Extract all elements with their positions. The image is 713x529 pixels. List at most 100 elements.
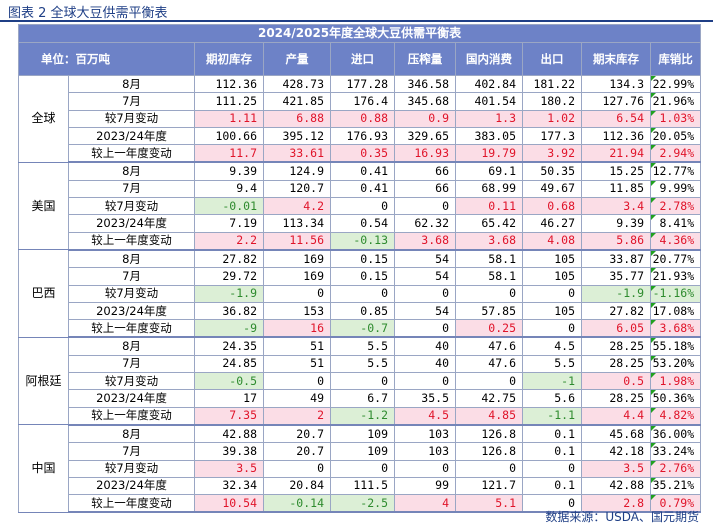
table-row: 7月 39.38 20.7 109 103 126.8 0.1 42.18 33.24% [19, 442, 702, 461]
value-cell: 6.7 [330, 389, 395, 408]
value-cell: 54 [394, 267, 456, 286]
row-label: 8月 [68, 424, 195, 444]
value-cell: 109 [330, 442, 395, 461]
value-cell: 11.7 [194, 144, 264, 164]
value-cell: 4.4 [581, 406, 651, 426]
value-cell: 0 [455, 459, 523, 478]
row-label: 较7月变动 [68, 284, 195, 303]
value-cell: 57.85 [455, 301, 523, 321]
value-cell: 2.2 [194, 231, 264, 251]
value-cell: 0.9 [394, 109, 456, 128]
value-cell: 5.86 [581, 231, 651, 251]
caption-bar: 图表 2 全球大豆供需平衡表 [0, 0, 713, 22]
value-cell: 0.15 [330, 249, 395, 269]
value-cell: -0.7 [330, 319, 395, 339]
row-label: 较上一年度变动 [68, 406, 195, 426]
value-cell: 0.15 [330, 267, 395, 286]
col-header-imports: 进口 [330, 42, 395, 76]
value-cell: 20.05% [649, 126, 702, 146]
value-cell: 0 [394, 459, 456, 478]
row-label: 7月 [68, 92, 195, 111]
value-cell: 11.85 [581, 179, 651, 199]
value-cell: 120.7 [263, 179, 331, 199]
value-cell: 4.85 [455, 406, 523, 426]
value-cell: 111.25 [194, 92, 264, 111]
table-row: 较上一年度变动 7.35 2 -1.2 4.5 4.85 -1.1 4.4 4.82% [19, 406, 702, 426]
value-cell: 45.68 [581, 424, 651, 444]
value-cell: 100.66 [194, 126, 264, 146]
table-row: 较7月变动 -0.01 4.2 0 0 0.11 0.68 3.4 2.78% [19, 197, 702, 216]
value-cell: 401.54 [455, 92, 523, 111]
value-cell: 33.24% [649, 442, 702, 461]
table-row: 阿根廷 8月 24.35 51 5.5 40 47.6 4.5 28.25 55.18% [18, 336, 702, 426]
value-cell: 329.65 [394, 126, 456, 146]
balance-table: 2024/2025年度全球大豆供需平衡表 单位：百万吨 期初库存 产量 进口 压… [17, 24, 702, 514]
value-cell: 177.3 [522, 126, 582, 146]
value-cell: 15.25 [581, 161, 651, 181]
row-label: 较上一年度变动 [68, 231, 195, 251]
value-cell: 54 [394, 249, 456, 269]
value-cell: 58.1 [455, 249, 523, 269]
value-cell: 42.88 [194, 424, 264, 444]
value-cell: 1.11 [194, 109, 264, 128]
value-cell: 126.8 [455, 442, 523, 461]
col-header-ending-stocks: 期末库存 [581, 42, 651, 76]
value-cell: 112.36 [194, 74, 264, 94]
value-cell: 99 [394, 476, 456, 496]
value-cell: 105 [522, 249, 582, 269]
table-title-row: 2024/2025年度全球大豆供需平衡表 [17, 24, 702, 43]
value-cell: 7.35 [194, 406, 264, 426]
row-label: 较7月变动 [68, 459, 195, 478]
value-cell: -1.16% [649, 284, 702, 303]
table-row: 较7月变动 -1.9 0 0 0 0 0 -1.9 -1.16% [19, 284, 702, 303]
value-cell: 5.1 [455, 494, 523, 514]
value-cell: 4.5 [394, 406, 456, 426]
table-row: 较上一年度变动 10.54 -0.14 -2.5 4 5.1 0 2.8 0.79% [19, 494, 702, 514]
value-cell: 32.34 [194, 476, 264, 496]
value-cell: 50.36% [649, 389, 702, 408]
row-label: 较上一年度变动 [68, 494, 195, 514]
value-cell: 21.93% [649, 267, 702, 286]
table-title: 2024/2025年度全球大豆供需平衡表 [17, 24, 702, 43]
row-label: 2023/24年度 [68, 214, 195, 233]
value-cell: 9.4 [194, 179, 264, 199]
value-cell: 49.67 [522, 179, 582, 199]
value-cell: 134.3 [581, 74, 651, 94]
country-label: 美国 [18, 161, 69, 251]
row-label: 8月 [68, 336, 195, 356]
value-cell: -1.1 [522, 406, 582, 426]
row-label: 7月 [68, 179, 195, 199]
table-row: 7月 24.85 51 5.5 40 47.6 5.5 28.25 53.20% [19, 354, 702, 374]
value-cell: 27.82 [581, 301, 651, 321]
value-cell: 3.4 [581, 197, 651, 216]
value-cell: 1.03% [649, 109, 702, 128]
value-cell: 42.18 [581, 442, 651, 461]
value-cell: 0 [522, 459, 582, 478]
value-cell: 0 [394, 197, 456, 216]
value-cell: 111.5 [330, 476, 395, 496]
table-row: 巴西 8月 27.82 169 0.15 54 58.1 105 33.87 20.77% [18, 249, 702, 338]
value-cell: 27.82 [194, 249, 264, 269]
value-cell: 40 [394, 336, 456, 356]
col-header-production: 产量 [263, 42, 331, 76]
value-cell: 112.36 [581, 126, 651, 146]
row-label: 较上一年度变动 [68, 319, 195, 339]
country-label: 巴西 [18, 249, 69, 338]
value-cell: 11.56 [263, 231, 331, 251]
value-cell: 113.34 [263, 214, 331, 233]
value-cell: -1 [522, 372, 582, 391]
table-row: 较上一年度变动 2.2 11.56 -0.13 3.68 3.68 4.08 5.86 4.36… [19, 231, 702, 251]
value-cell: 9.39 [194, 161, 264, 181]
value-cell: 345.68 [394, 92, 456, 111]
table-row: 7月 111.25 421.85 176.4 345.68 401.54 180.2 127.… [19, 92, 702, 111]
value-cell: 51 [263, 354, 331, 374]
col-header-stocks-to-use: 库销比 [649, 42, 702, 76]
value-cell: 181.22 [522, 74, 582, 94]
unit-label: 单位：百万吨 [18, 42, 195, 76]
value-cell: 19.79 [455, 144, 523, 164]
figure-caption: 图表 2 全球大豆供需平衡表 [8, 6, 168, 21]
value-cell: 0 [330, 459, 395, 478]
value-cell: 9.39 [581, 214, 651, 233]
value-cell: 9.99% [649, 179, 702, 199]
row-label: 7月 [68, 354, 195, 374]
